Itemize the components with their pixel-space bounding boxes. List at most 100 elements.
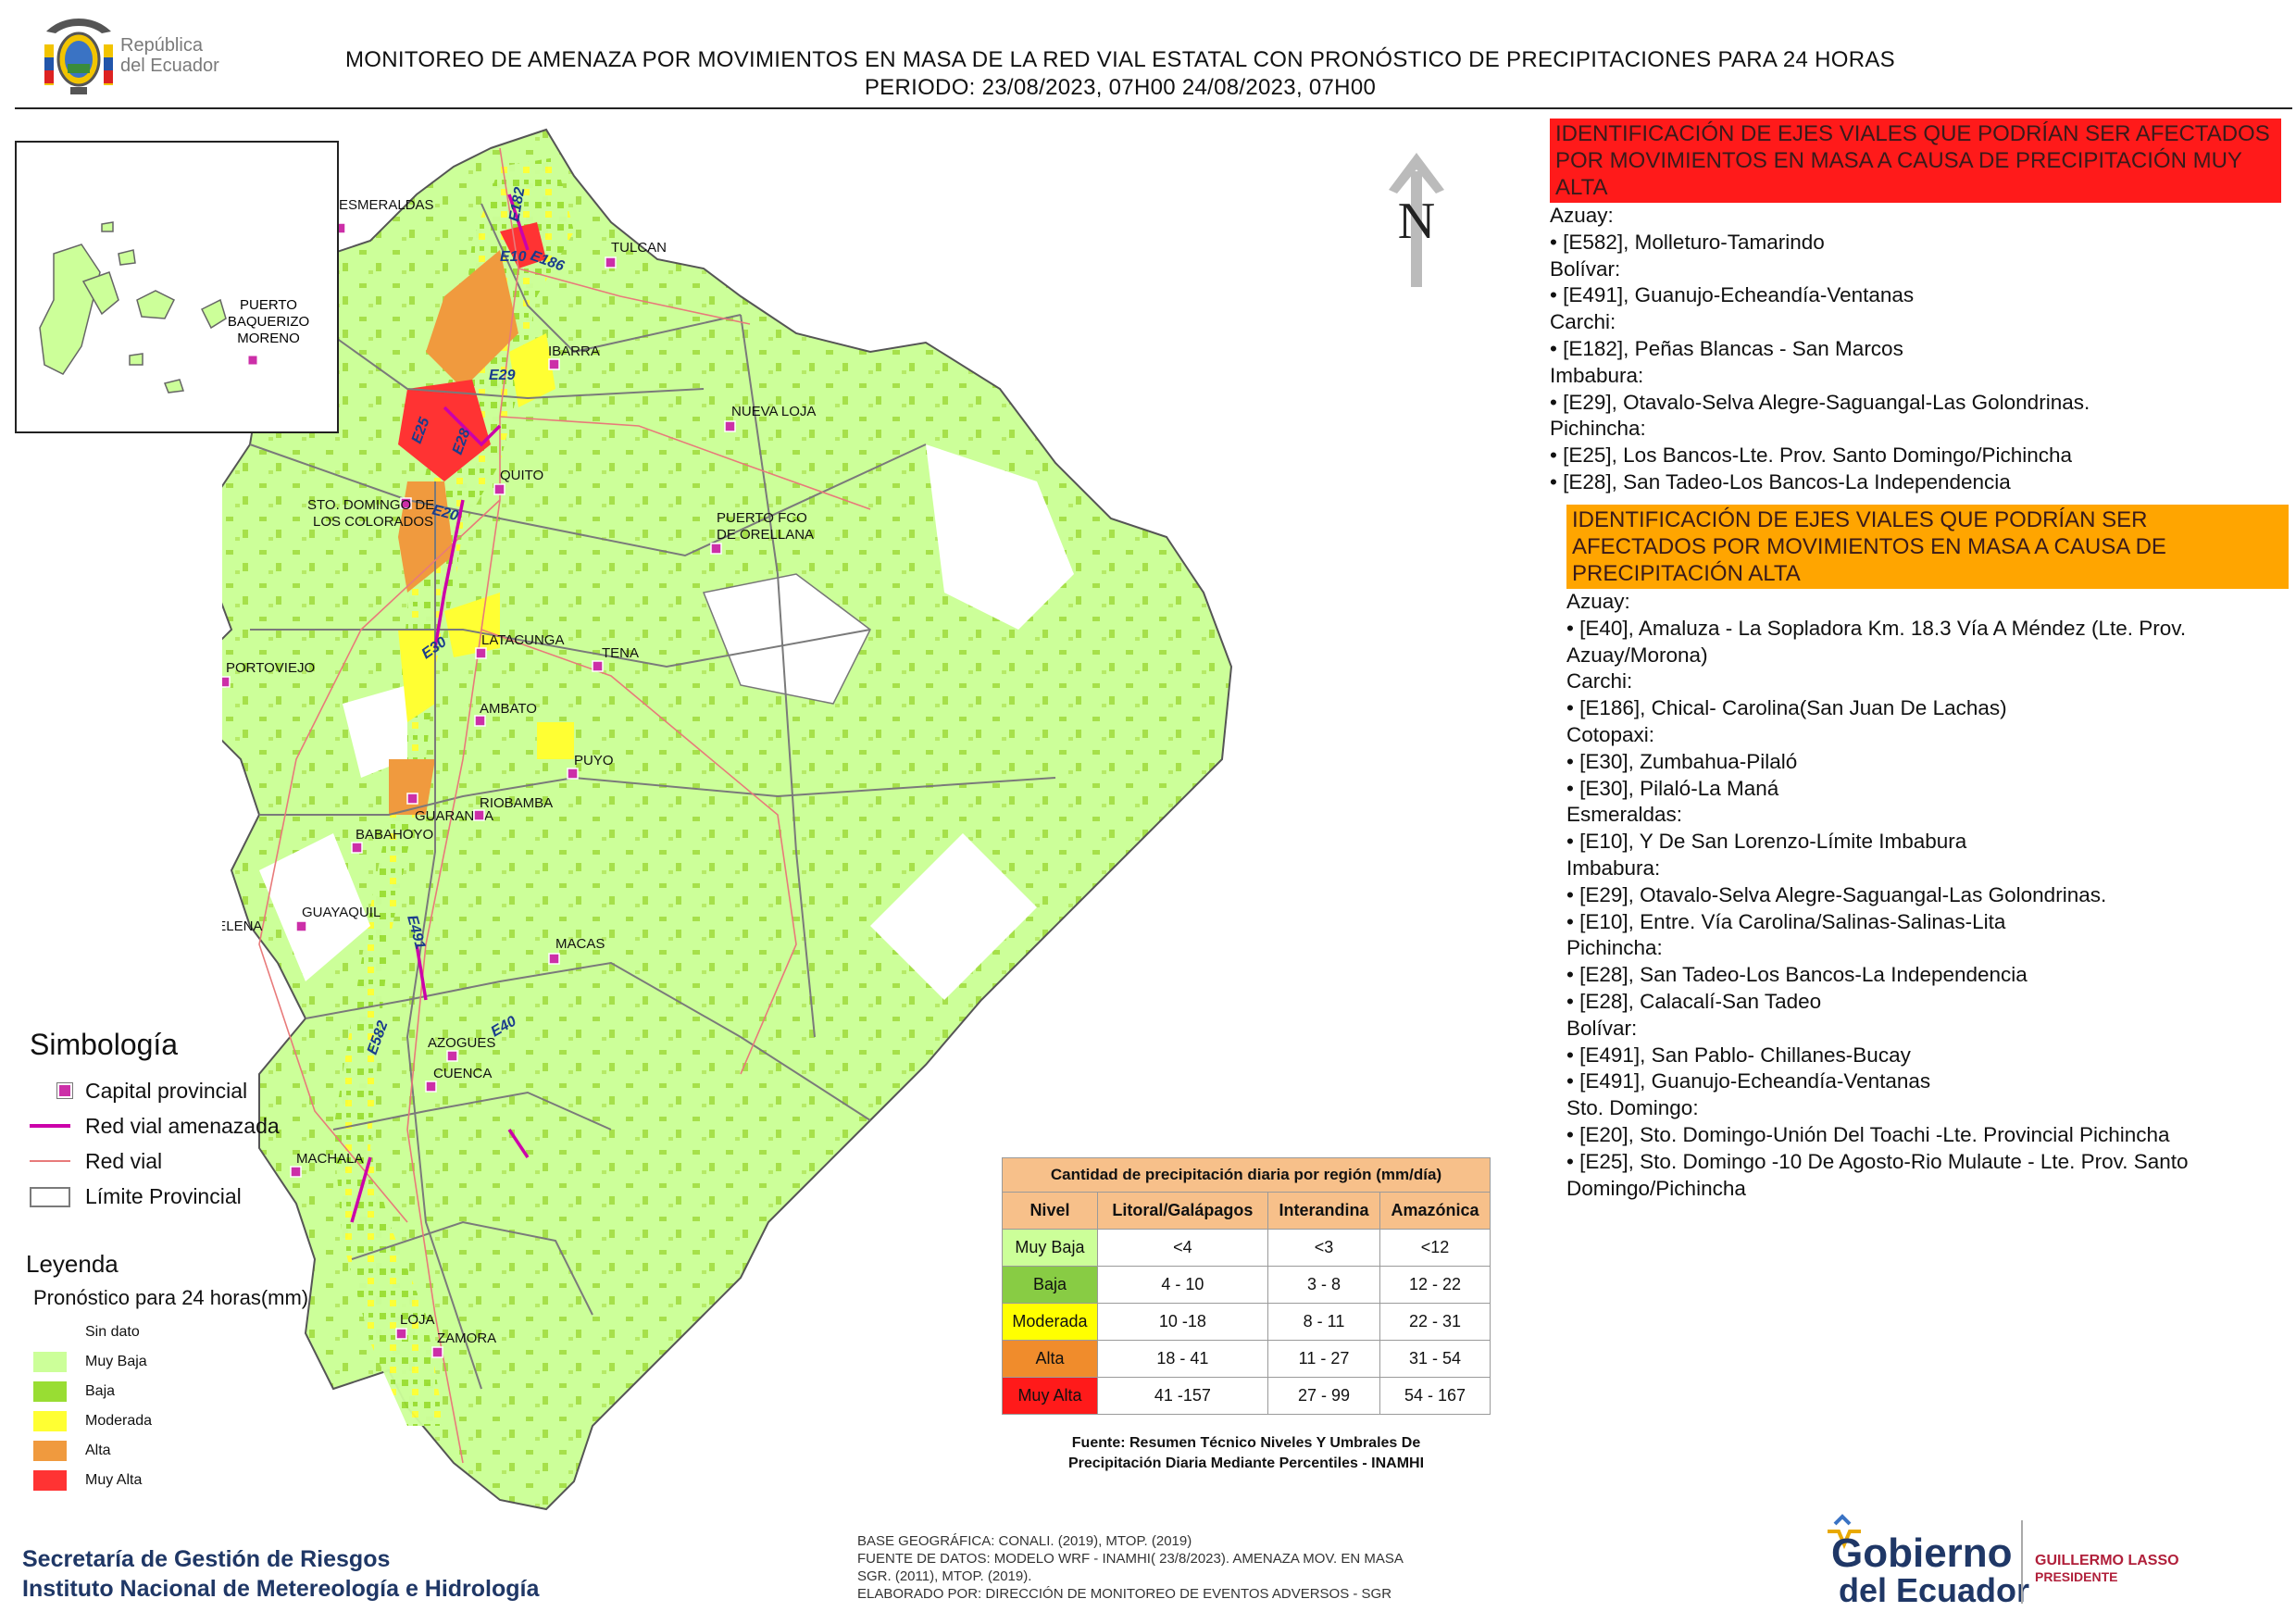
table-cell: 8 - 11 (1267, 1303, 1381, 1341)
table-cell: 12 - 22 (1379, 1266, 1491, 1304)
list-item: • [E29], Otavalo-Selva Alegre-Saguangal-… (1550, 390, 2090, 414)
legend-label: Moderada (85, 1413, 153, 1429)
city-label-nueva-loja: NUEVA LOJA (731, 404, 816, 419)
city-label-macas: MACAS (555, 936, 605, 952)
capital-marker-guayaquil (295, 920, 307, 932)
list-item: • [E29], Otavalo-Selva Alegre-Saguangal-… (1566, 882, 2107, 906)
legend-swatch (33, 1441, 67, 1461)
symbology-row: Red vial amenazada (30, 1108, 344, 1143)
road-code-e29: E29 (489, 368, 516, 383)
city-label-loja: LOJA (400, 1312, 435, 1328)
list-item: • [E25], Sto. Domingo -10 De Agosto-Rio … (1566, 1149, 2189, 1173)
threatened-roads (350, 194, 530, 1223)
city-label-zamora: ZAMORA (437, 1330, 496, 1346)
legend-swatch (33, 1381, 67, 1402)
list-item: Pichincha: (1550, 417, 1646, 441)
legend-row: Alta (33, 1436, 359, 1466)
list-item: Domingo/Pichincha (1566, 1176, 1746, 1200)
table-header: Nivel (1002, 1192, 1098, 1230)
symbology-label: Red vial amenazada (85, 1113, 280, 1138)
list-item: Esmeraldas: (1566, 803, 1683, 827)
capital-marker-ibarra (548, 358, 560, 370)
forecast-legend: Leyenda Pronóstico para 24 horas(mm) Sin… (26, 1250, 359, 1495)
list-item: Pichincha: (1566, 936, 1663, 960)
table-row: Alta 18 - 41 11 - 27 31 - 54 (1002, 1340, 1491, 1378)
capital-marker-guaranda (406, 793, 418, 805)
title-line2: PERIODO: 23/08/2023, 07H00 24/08/2023, 0… (864, 75, 1377, 100)
list-item: Bolívar: (1550, 256, 1621, 281)
very-high-heading: IDENTIFICACIÓN DE EJES VIALES QUE PODRÍA… (1550, 119, 2281, 203)
list-item: Azuay: (1566, 590, 1630, 613)
alta-zone (426, 250, 518, 389)
city-label-cuenca: CUENCA (433, 1066, 492, 1081)
footer-source-line: FUENTE DE DATOS: MODELO WRF - INAMHI( 23… (857, 1551, 1404, 1567)
footer-sources: BASE GEOGRÁFICA: CONALI. (2019), MTOP. (… (857, 1532, 1505, 1603)
capital-marker-orellana (710, 543, 722, 555)
very-high-list: Azuay: • [E582], Molleturo-Tamarindo Bol… (1550, 203, 2281, 496)
moderada-zone (444, 593, 500, 657)
legend-row: Baja (33, 1377, 359, 1406)
city-label-quito: QUITO (500, 468, 543, 483)
list-item: Imbabura: (1550, 363, 1644, 387)
city-label-machala: MACHALA (296, 1151, 364, 1167)
legend-row: Moderada (33, 1406, 359, 1436)
list-item: • [E182], Peñas Blancas - San Marcos (1550, 336, 1903, 360)
legend-swatch (33, 1322, 67, 1343)
city-label-orellana-1: PUERTO FCO (717, 510, 807, 526)
logo-text-line2: del Ecuador (120, 56, 219, 76)
city-label-latacunga: LATACUNGA (481, 632, 564, 648)
footer-line1: Secretaría de Gestión de Riesgos (22, 1546, 391, 1572)
sin-dato-area (926, 444, 1074, 630)
threatened-road-icon (30, 1115, 70, 1137)
footer-source-line: ELABORADO POR: DIRECCIÓN DE MONITOREO DE… (857, 1586, 1392, 1602)
legend-row: Sin dato (33, 1318, 359, 1347)
high-list: Azuay: • [E40], Amaluza - La Sopladora K… (1566, 589, 2289, 1202)
road-network (258, 147, 871, 1464)
table-cell: 18 - 41 (1096, 1340, 1268, 1378)
list-item: • [E491], San Pablo- Chillanes-Bucay (1566, 1043, 1911, 1067)
capital-marker-puerto-baquerizo (247, 355, 258, 366)
president-title: PRESIDENTE (2035, 1569, 2117, 1584)
table-row: Moderada 10 -18 8 - 11 22 - 31 (1002, 1303, 1491, 1341)
list-item: Azuay/Morona) (1566, 643, 1708, 667)
capital-markers: ESMERALDAS TULCAN IBARRA NUEVA LOJA QUIT… (222, 197, 816, 1358)
symbology-title: Simbología (30, 1028, 179, 1061)
capital-marker-ambato (474, 715, 486, 727)
table-cell: <4 (1096, 1229, 1268, 1267)
road-icon (30, 1150, 70, 1172)
city-label-ambato: AMBATO (480, 701, 537, 717)
table-row: Muy Baja <4 <3 <12 (1002, 1229, 1491, 1267)
capital-marker-azogues (446, 1050, 458, 1062)
gobierno-logo: Gobierno del Ecuador GUILLERMO LASSO PRE… (1822, 1507, 2285, 1609)
list-item: Imbabura: (1566, 856, 1661, 880)
legend-label: Baja (85, 1383, 116, 1399)
road-code-e182: E182 (506, 186, 528, 223)
capital-marker-nueva-loja (724, 420, 736, 432)
table-header: Interandina (1267, 1192, 1381, 1230)
table-cell: 31 - 54 (1379, 1340, 1491, 1378)
legend-row: Muy Alta (33, 1466, 359, 1495)
capital-marker-sto-domingo (400, 497, 412, 509)
table-cell: 10 -18 (1096, 1303, 1268, 1341)
footer-line2: Instituto Nacional de Metereología e Hid… (22, 1576, 540, 1602)
symbology-label: Límite Provincial (85, 1183, 242, 1208)
city-label-azogues: AZOGUES (428, 1035, 495, 1051)
legend-label: Sin dato (85, 1324, 140, 1340)
legend-subtitle: Pronóstico para 24 horas(mm) (33, 1286, 309, 1309)
table-cell: 4 - 10 (1096, 1266, 1268, 1304)
city-label-santa-elena: SANTA ELENA (222, 918, 262, 934)
table-source-line1: Fuente: Resumen Técnico Niveles Y Umbral… (1071, 1435, 1421, 1451)
gobierno-logo-icon: Gobierno del Ecuador GUILLERMO LASSO PRE… (1828, 1514, 2179, 1609)
capital-marker-cuenca (425, 1081, 437, 1093)
city-label-tena: TENA (602, 645, 639, 661)
city-label-esmeraldas: ESMERALDAS (339, 197, 434, 213)
symbology-row: Límite Provincial (30, 1179, 344, 1214)
legend-label: Muy Alta (85, 1472, 143, 1488)
symbology-label: Capital provincial (85, 1078, 248, 1103)
symbology-row: Capital provincial (30, 1073, 344, 1108)
city-label-sto-domingo-1: STO. DOMINGO DE (307, 497, 434, 513)
legend-row: Muy Baja (33, 1347, 359, 1377)
sin-dato-area (702, 573, 871, 705)
table-cell-level: Baja (1002, 1266, 1098, 1304)
list-item: • [E28], Calacalí-San Tadeo (1566, 989, 1822, 1013)
